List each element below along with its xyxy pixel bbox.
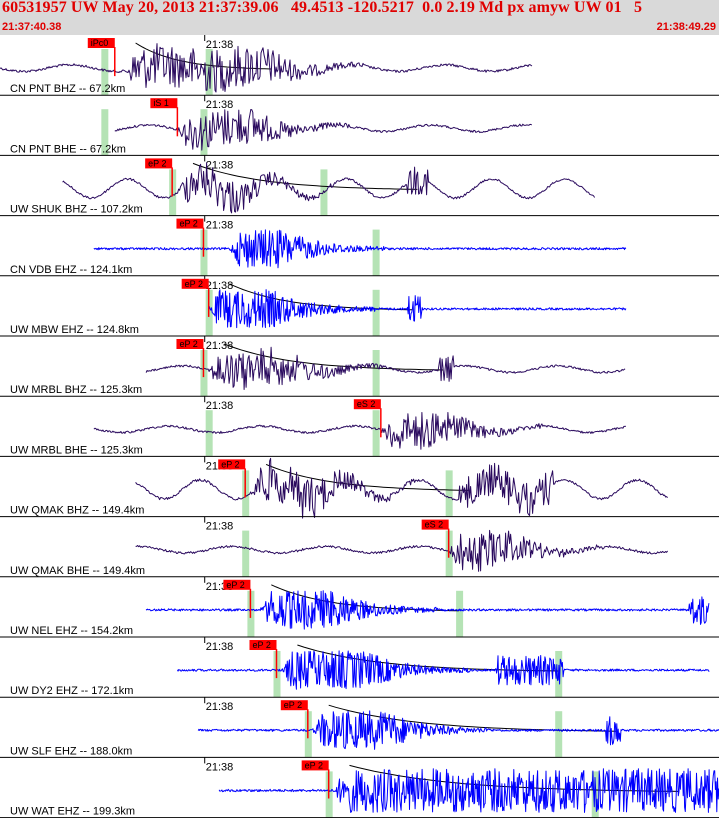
minute-label: 21:38 — [206, 220, 234, 232]
window-bar — [101, 109, 109, 156]
event-title: 60531957 UW May 20, 2013 21:37:39.06 49.… — [2, 0, 643, 16]
trace-label: UW SLF EHZ -- 188.0km — [10, 745, 132, 757]
waveform-trace — [135, 529, 669, 572]
pick-flag — [353, 399, 381, 410]
waveform-trace — [135, 457, 668, 519]
waveform-trace — [114, 109, 533, 151]
pick-flag — [223, 579, 251, 590]
minute-label: 21:38 — [206, 39, 234, 51]
trace-label: UW QMAK BHE -- 149.4km — [10, 565, 145, 577]
minute-label: 21:38 — [206, 340, 234, 352]
window-bar — [591, 771, 599, 818]
coda-curve — [229, 283, 413, 311]
trace-label: CN VDB EHZ -- 124.1km — [10, 264, 132, 276]
window-bar — [101, 49, 109, 96]
waveform-trace — [93, 412, 626, 450]
waveform-trace — [176, 650, 710, 690]
pick-flag — [150, 98, 178, 109]
pick-flag — [249, 640, 277, 650]
minute-label: 21:38 — [206, 280, 234, 292]
window-bar — [555, 711, 563, 758]
start-time: 21:37:40.38 — [2, 21, 62, 33]
pick-flag — [176, 218, 204, 229]
pick-flag — [218, 459, 246, 470]
trace-label: CN PNT BHE -- 67.2km — [10, 143, 126, 155]
minute-label: 21:38 — [206, 521, 234, 533]
end-time: 21:38:49.29 — [656, 21, 716, 33]
pick-flag — [87, 38, 115, 48]
trace-label: UW NEL EHZ -- 154.2km — [10, 625, 133, 637]
coda-curve — [265, 463, 470, 491]
minute-label: 21:38 — [206, 761, 234, 773]
event-header: 60531957 UW May 20, 2013 21:37:39.06 49.… — [0, 0, 719, 35]
pick-label: eP 2 — [179, 339, 197, 349]
waveform-trace — [208, 289, 627, 329]
pick-flag — [181, 278, 209, 289]
coda-curve — [328, 704, 616, 732]
pick-label: eP 2 — [284, 700, 302, 710]
pick-label: eP 2 — [305, 760, 323, 770]
waveform-trace — [145, 346, 626, 390]
window-bar — [372, 410, 380, 457]
waveform-trace — [145, 590, 710, 630]
window-bar — [372, 350, 380, 397]
window-bar — [242, 530, 250, 577]
seismogram-panel: 21:38 iPc0 CN PNT BHZ -- 67.2km 21:38 iS 1 CN… — [0, 35, 719, 818]
waveform-trace — [218, 768, 719, 813]
pick-flag — [176, 339, 204, 349]
pick-flag — [301, 760, 329, 771]
trace-label: UW MBW EHZ -- 124.8km — [10, 324, 139, 336]
window-bar — [456, 590, 464, 637]
pick-label: eP 2 — [226, 580, 244, 590]
minute-label: 21:38 — [206, 400, 234, 412]
waveform-trace — [0, 43, 533, 93]
window-bar — [200, 109, 208, 156]
coda-curve — [192, 162, 418, 190]
pick-label: eP 2 — [221, 459, 239, 469]
minute-label: 21:38 — [206, 99, 234, 111]
pick-label: eP 2 — [252, 640, 270, 650]
trace-label: UW DY2 EHZ -- 172.1km — [10, 685, 133, 697]
pick-label: eS 2 — [425, 520, 444, 530]
trace-label: UW MRBL BHZ -- 125.3km — [10, 384, 142, 396]
window-bar — [445, 470, 453, 517]
waveform-trace — [62, 162, 596, 214]
pick-flag — [145, 158, 173, 169]
minute-label: 21:38 — [206, 701, 234, 713]
pick-label: eP 2 — [179, 219, 197, 229]
trace-label: UW SHUK BHZ -- 107.2km — [10, 204, 143, 216]
waveform-trace — [93, 229, 627, 269]
pick-label: eP 2 — [148, 158, 166, 168]
trace-label: UW WAT EHZ -- 199.3km — [10, 806, 135, 818]
pick-label: eP 2 — [185, 279, 203, 289]
waveform-trace — [197, 710, 719, 750]
window-bar — [205, 410, 213, 457]
pick-label: iPc0 — [91, 38, 109, 48]
pick-label: iS 1 — [153, 98, 169, 108]
trace-label: UW MRBL BHE -- 125.3km — [10, 444, 143, 456]
pick-flag — [421, 519, 449, 530]
window-bar — [320, 169, 328, 216]
trace-label: UW QMAK BHZ -- 149.4km — [10, 505, 144, 517]
trace-label: CN PNT BHZ -- 67.2km — [10, 83, 125, 95]
pick-label: eS 2 — [357, 399, 376, 409]
window-bar — [372, 289, 380, 336]
minute-label: 21:38 — [206, 641, 234, 653]
pick-flag — [280, 700, 308, 711]
window-bar — [372, 229, 380, 276]
